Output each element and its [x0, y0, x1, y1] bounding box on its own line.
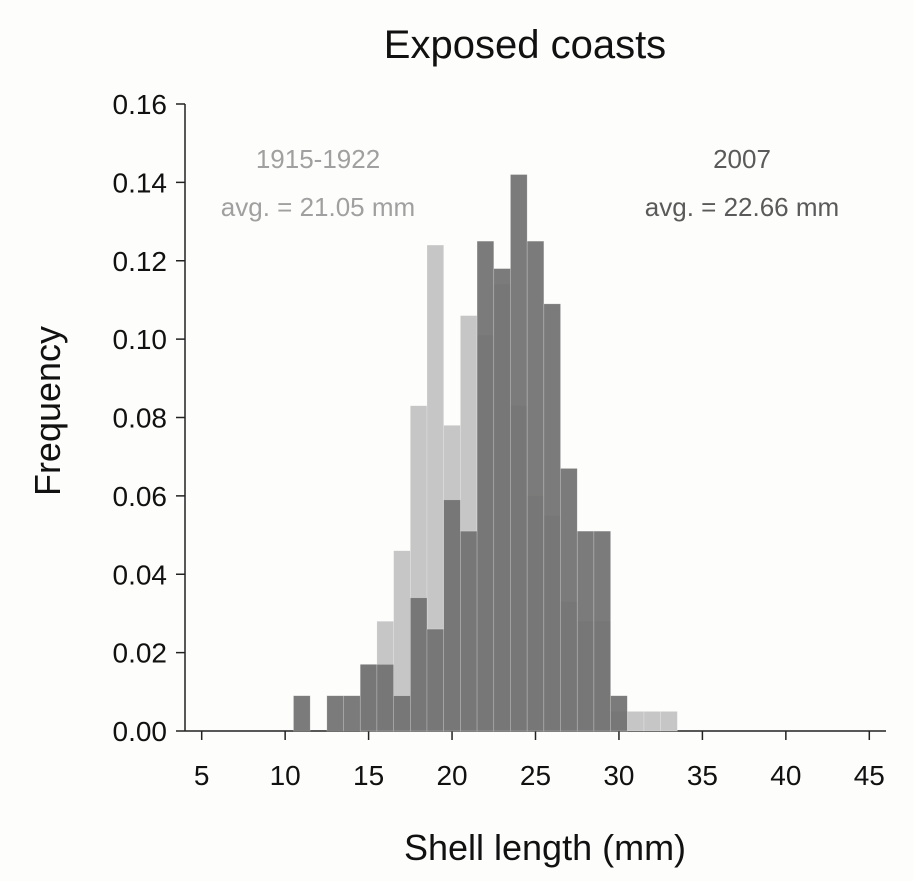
bar-2007-17	[393, 695, 411, 732]
bar-2007-21	[460, 530, 478, 732]
x-ticks: 5 10 15 20 25 30 35 40 45	[194, 731, 885, 791]
bar-2007-25	[526, 240, 545, 732]
x-tick-label: 30	[603, 760, 634, 791]
y-tick-label: 0.00	[113, 716, 168, 747]
y-ticks: 0.00 0.02 0.04 0.06 0.08 0.10 0.12 0.14 0.16	[113, 89, 185, 747]
bar-2007-30	[610, 695, 628, 732]
x-axis: 5 10 15 20 25 30 35 40 45	[185, 730, 886, 791]
bar-2007-20	[443, 499, 461, 732]
y-tick-label: 0.04	[113, 559, 168, 590]
bar-2007-14	[343, 695, 361, 732]
x-tick-label: 25	[520, 760, 551, 791]
bar-2007-24	[510, 174, 528, 732]
y-tick-label: 0.02	[113, 638, 168, 669]
x-tick-label: 15	[353, 760, 384, 791]
bar-1915-1922-32	[643, 711, 661, 732]
y-tick-label: 0.06	[113, 481, 168, 512]
x-axis-label: Shell length (mm)	[404, 827, 686, 868]
y-axis: 0.00 0.02 0.04 0.06 0.08 0.10 0.12 0.14 0.16	[113, 89, 186, 747]
bar-2007-29	[593, 530, 611, 732]
bar-2007-15	[359, 664, 378, 732]
x-tick-label: 40	[770, 760, 801, 791]
series-2007-bars	[293, 174, 628, 732]
bar-2007-19	[426, 628, 445, 732]
x-tick-label: 45	[854, 760, 885, 791]
bar-2007-22	[476, 240, 495, 732]
bar-2007-13	[326, 695, 344, 732]
bar-1915-1922-31	[626, 711, 645, 732]
y-tick-label: 0.14	[113, 167, 168, 198]
bar-2007-27	[560, 468, 578, 732]
series-1915-1922-label: 1915-1922	[256, 144, 380, 174]
bar-2007-23	[493, 268, 511, 732]
y-tick-label: 0.16	[113, 89, 168, 120]
bar-1915-1922-33	[660, 711, 678, 732]
bar-2007-11	[293, 695, 311, 732]
y-axis-label: Frequency	[27, 326, 68, 496]
x-tick-label: 10	[270, 760, 301, 791]
bar-2007-18	[410, 597, 428, 732]
chart-title: Exposed coasts	[384, 23, 666, 67]
series-2007-label: 2007	[713, 144, 771, 174]
x-tick-label: 35	[687, 760, 718, 791]
y-tick-label: 0.08	[113, 403, 168, 434]
bar-2007-26	[543, 303, 561, 732]
series-1915-1922-avg: avg. = 21.05 mm	[221, 192, 415, 222]
x-tick-label: 5	[194, 760, 210, 791]
bar-2007-28	[576, 530, 595, 732]
y-tick-label: 0.12	[113, 246, 168, 277]
bar-2007-16	[376, 664, 394, 732]
x-tick-label: 20	[436, 760, 467, 791]
y-tick-label: 0.10	[113, 324, 168, 355]
series-2007-avg: avg. = 22.66 mm	[645, 192, 839, 222]
